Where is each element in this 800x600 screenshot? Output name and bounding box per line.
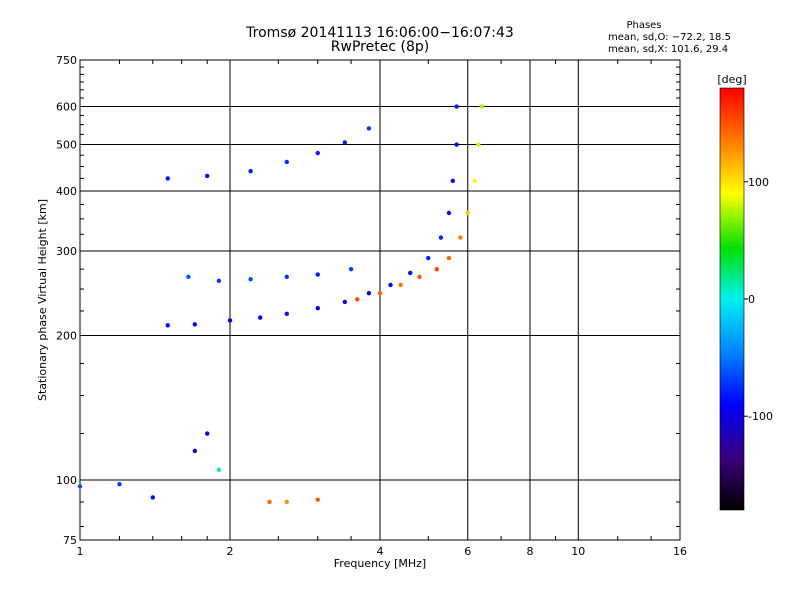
data-point <box>165 323 170 328</box>
data-point <box>284 499 289 505</box>
chart-subtitle: RwPretec (8p) <box>330 39 430 55</box>
data-point <box>284 274 289 280</box>
data-point <box>377 291 383 296</box>
y-axis-label: Stationary phase Virtual Height [km] <box>36 199 49 401</box>
data-point <box>388 282 393 288</box>
data-point <box>248 277 253 282</box>
data-point <box>438 235 444 240</box>
x-tick-label: 8 <box>527 545 534 558</box>
data-point <box>479 104 484 109</box>
data-point <box>426 255 431 261</box>
colorbar-tick-label: 100 <box>748 176 769 189</box>
chart-title: Tromsø 20141113 16:06:00−16:07:43 <box>246 25 514 41</box>
data-point <box>315 150 320 156</box>
data-point <box>117 482 122 487</box>
data-point <box>248 168 253 174</box>
data-point <box>267 499 272 505</box>
colorbar <box>720 88 744 510</box>
data-point <box>186 274 191 280</box>
data-point <box>408 270 413 276</box>
data-point <box>465 210 470 216</box>
y-tick-label: 75 <box>63 534 77 547</box>
data-point <box>204 431 210 436</box>
x-tick-label: 2 <box>227 545 234 558</box>
x-tick-label: 16 <box>673 545 687 558</box>
data-point <box>258 315 263 320</box>
colorbar-label: [deg] <box>717 73 746 86</box>
data-point <box>342 299 348 305</box>
data-point <box>472 178 478 184</box>
data-point <box>204 173 210 179</box>
data-point <box>227 318 233 323</box>
stats-heading: Phases <box>626 20 662 31</box>
stats-ordinary: mean, sd,O: −72.2, 18.5 <box>608 32 731 43</box>
data-point <box>417 274 422 280</box>
colorbar-tick-label: 0 <box>748 293 755 306</box>
data-point <box>150 495 156 500</box>
y-tick-label: 300 <box>56 245 77 258</box>
y-tick-label: 400 <box>56 185 77 198</box>
data-point <box>434 266 439 272</box>
x-tick-label: 1 <box>77 545 84 558</box>
data-point <box>366 126 372 131</box>
colorbar-tick-label: -100 <box>748 410 773 423</box>
y-tick-label: 200 <box>56 330 77 343</box>
stats-extraordinary: mean, sd,X: 101.6, 29.4 <box>608 44 729 55</box>
x-tick-label: 10 <box>571 545 585 558</box>
data-point <box>398 282 403 288</box>
data-point <box>216 278 222 284</box>
x-tick-label: 6 <box>464 545 471 558</box>
data-point <box>315 306 320 311</box>
data-point <box>458 235 463 240</box>
data-point <box>348 266 354 272</box>
data-point <box>192 322 198 327</box>
data-point <box>454 142 459 147</box>
data-point <box>446 255 452 261</box>
data-point <box>454 104 459 109</box>
data-point <box>77 484 83 489</box>
data-point <box>446 210 452 216</box>
y-tick-label: 500 <box>56 139 77 152</box>
data-point <box>192 448 198 454</box>
data-point <box>165 176 170 181</box>
data-point <box>284 311 289 316</box>
x-axis-label: Frequency [MHz] <box>334 557 426 570</box>
x-tick-label: 4 <box>377 545 384 558</box>
y-tick-label: 100 <box>56 474 77 487</box>
y-tick-label: 600 <box>56 101 77 114</box>
data-point <box>476 142 481 147</box>
data-point <box>315 272 320 277</box>
data-point <box>354 297 360 302</box>
data-point <box>342 140 348 145</box>
data-point <box>315 497 320 502</box>
data-point <box>450 178 456 184</box>
data-point <box>216 467 222 473</box>
data-point <box>366 291 372 296</box>
y-tick-label: 750 <box>56 54 77 67</box>
data-point <box>284 159 289 165</box>
